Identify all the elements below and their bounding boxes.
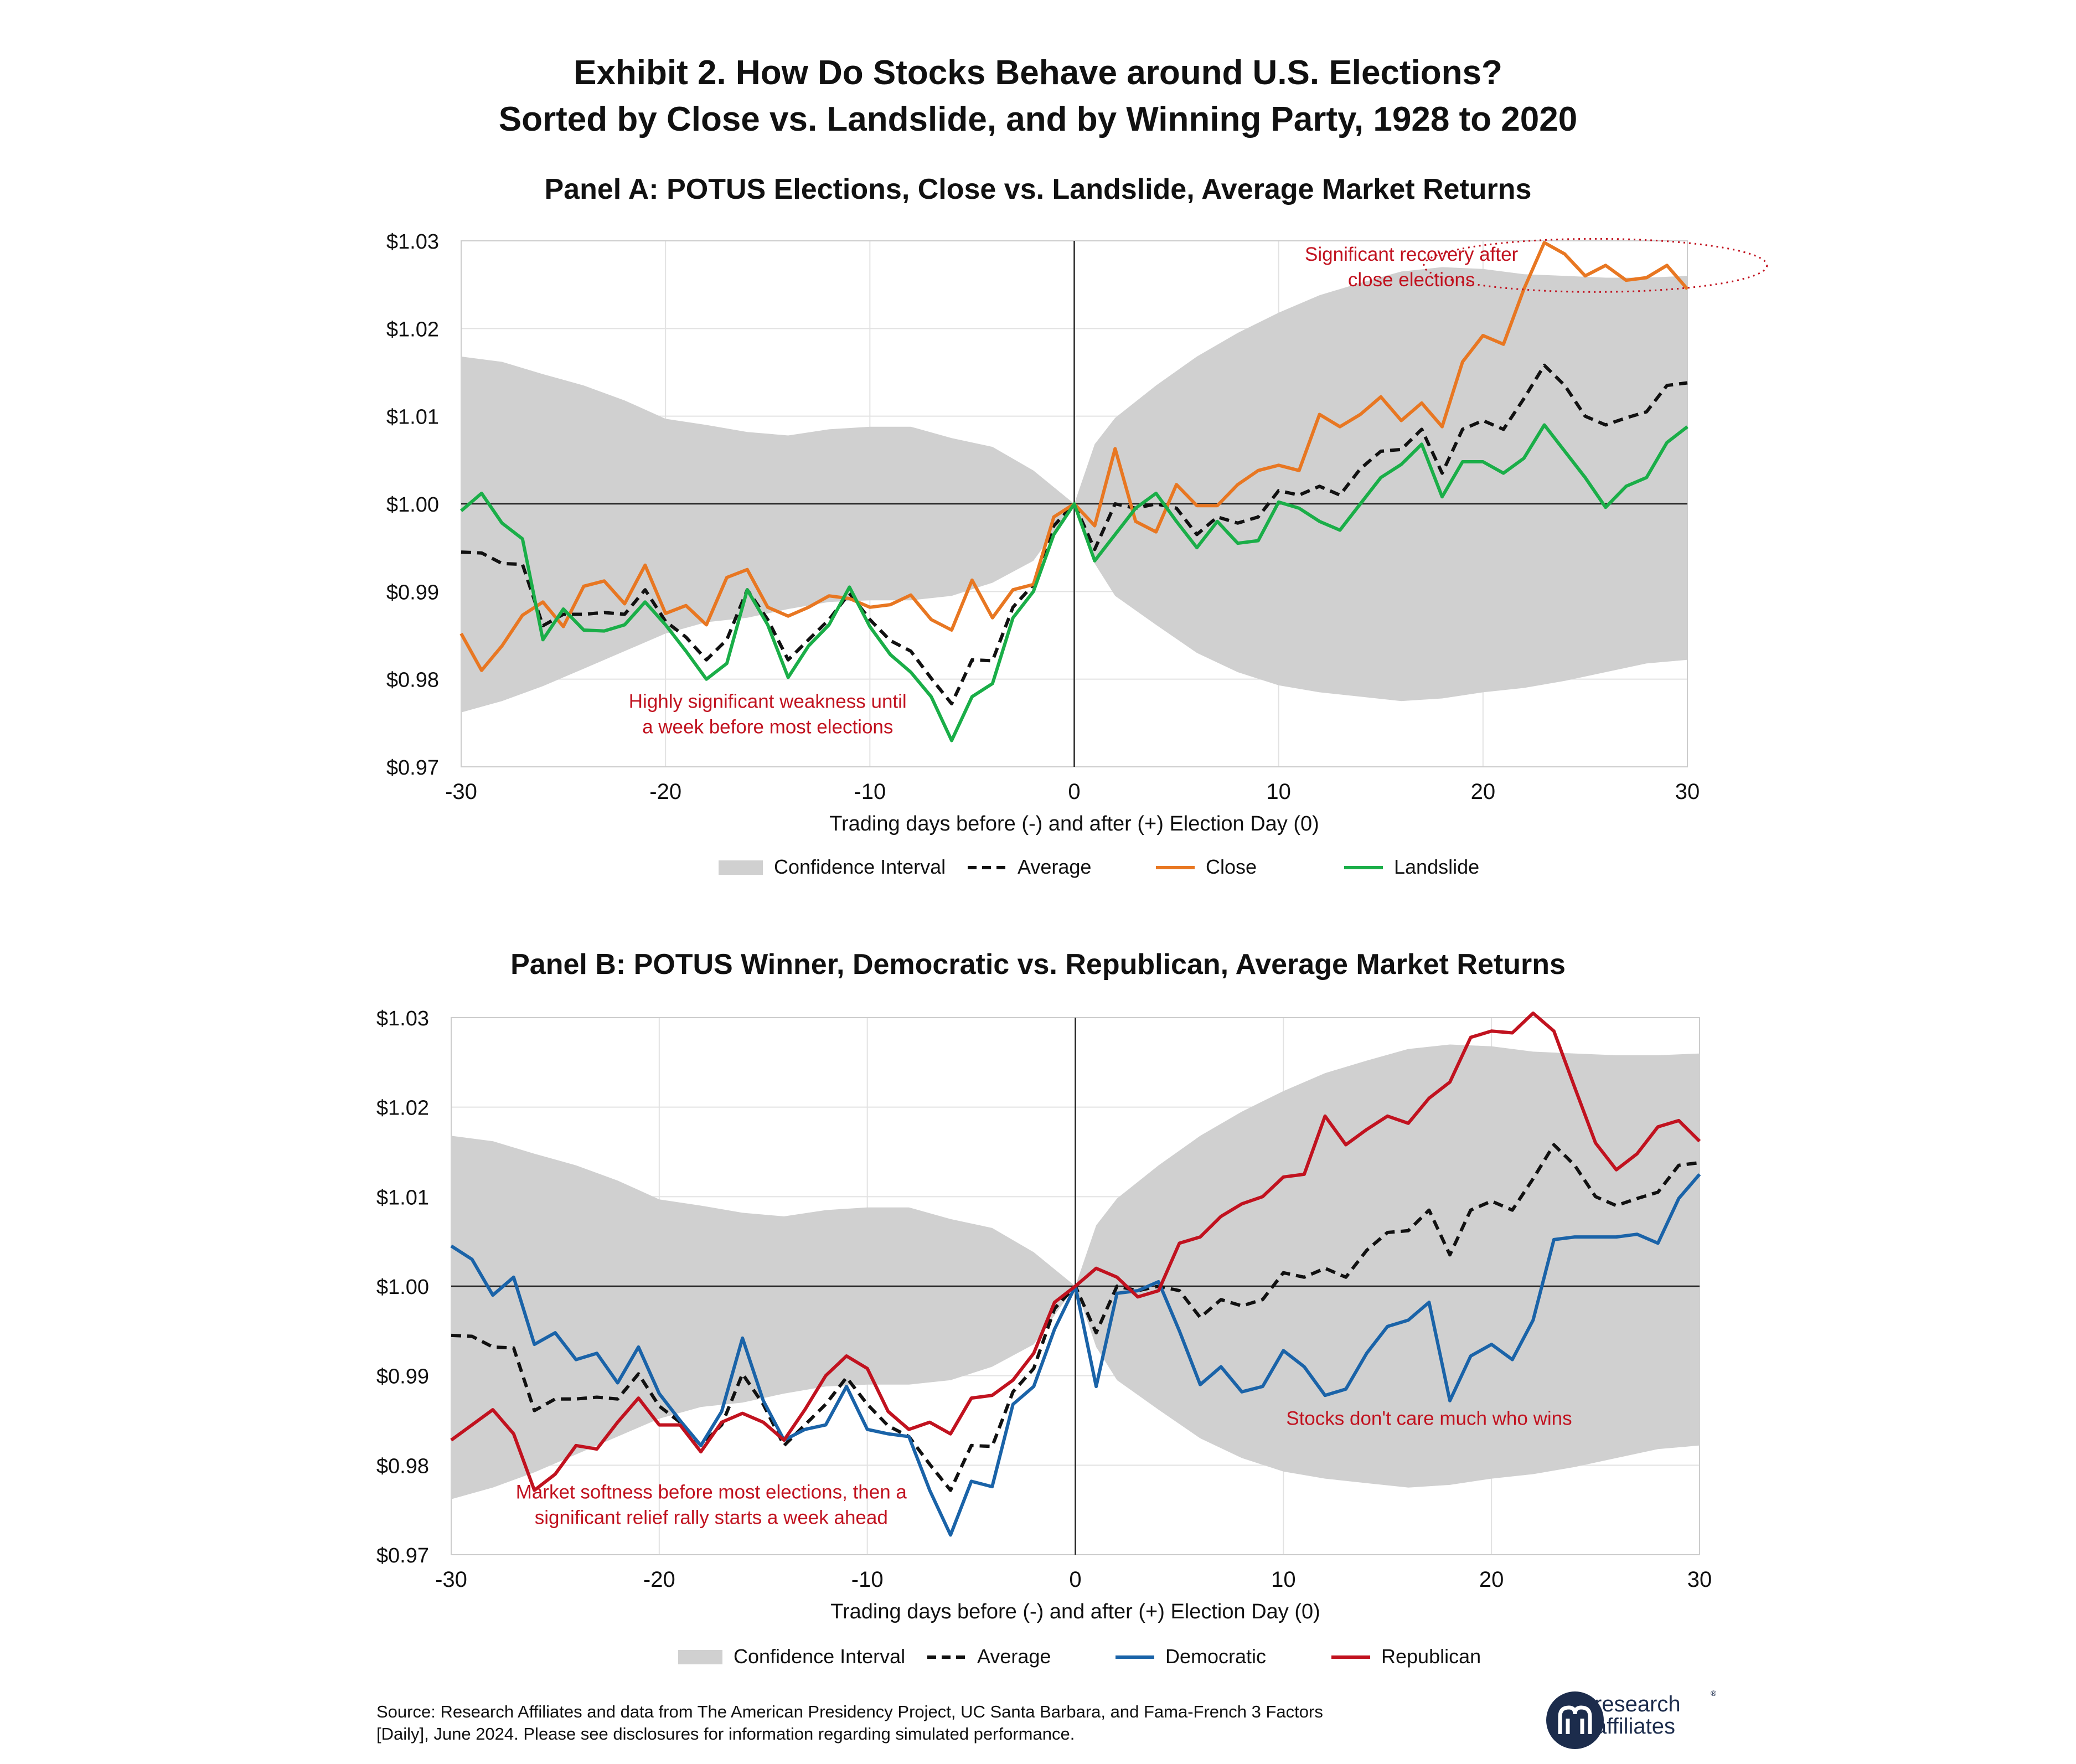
legend-label-confidence-interval: Confidence Interval <box>734 1645 905 1668</box>
x-tick-label: 20 <box>1471 780 1496 804</box>
y-tick-label: $1.00 <box>376 1276 429 1299</box>
series-line-republican <box>450 1011 1701 1492</box>
y-tick-label: $0.98 <box>376 1454 429 1478</box>
chart-title-line2: Sorted by Close vs. Landslide, and by Wi… <box>498 100 1578 138</box>
x-axis-label: Trading days before (-) and after (+) El… <box>829 812 1319 835</box>
x-tick-label: 0 <box>1069 1567 1081 1592</box>
y-tick-label: $0.98 <box>386 669 439 692</box>
x-tick-label: -20 <box>649 780 681 804</box>
y-tick-label: $0.99 <box>376 1365 429 1389</box>
annotation-text: significant relief rally starts a week a… <box>535 1507 888 1528</box>
x-axis-label: Trading days before (-) and after (+) El… <box>830 1600 1320 1623</box>
x-tick-label: 10 <box>1271 1567 1296 1592</box>
x-tick-label: -20 <box>643 1567 675 1592</box>
x-tick-label: 30 <box>1687 1567 1712 1592</box>
panel-b-title: Panel B: POTUS Winner, Democratic vs. Re… <box>510 948 1566 981</box>
annotation-text: close elections <box>1348 269 1475 291</box>
legend-label-close: Close <box>1206 855 1257 878</box>
x-tick-label: -30 <box>435 1567 467 1592</box>
y-tick-label: $1.01 <box>376 1186 429 1209</box>
chart-title-line1: Exhibit 2. How Do Stocks Behave around U… <box>574 54 1502 92</box>
annotation-text: a week before most elections <box>642 716 893 738</box>
legend-swatch-confidence-interval <box>719 860 763 875</box>
annotation-text: Significant recovery after <box>1305 244 1519 265</box>
y-tick-label: $1.01 <box>386 406 439 429</box>
panel-a-title: Panel A: POTUS Elections, Close vs. Land… <box>544 173 1532 205</box>
y-tick-label: $1.02 <box>386 318 439 341</box>
source-line-1: Source: Research Affiliates and data fro… <box>376 1702 1323 1721</box>
confidence-interval-band <box>461 267 1687 713</box>
legend: Confidence Interval Average Close Landslide <box>719 855 1479 878</box>
logo-wordmark: research affiliates <box>1594 1693 1681 1737</box>
y-tick-label: $1.02 <box>376 1097 429 1120</box>
logo-line-2: affiliates <box>1594 1714 1676 1739</box>
x-tick-label: 30 <box>1675 780 1700 804</box>
y-tick-label: $0.97 <box>376 1544 429 1567</box>
research-affiliates-logo <box>1546 1691 1604 1749</box>
source-line-2: [Daily], June 2024. Please see disclosur… <box>376 1724 1075 1744</box>
legend: Confidence Interval Average Democratic Repu… <box>678 1645 1481 1668</box>
x-tick-label: 20 <box>1479 1567 1504 1592</box>
annotation-text: Highly significant weakness until <box>629 691 907 713</box>
legend-label-democratic: Democratic <box>1165 1645 1266 1668</box>
y-tick-label: $0.99 <box>386 581 439 604</box>
legend-swatch-confidence-interval <box>678 1650 722 1664</box>
annotation-highlight-ellipse <box>1423 238 1768 293</box>
logo-line-1: research <box>1594 1692 1681 1716</box>
legend-label-average: Average <box>977 1645 1051 1668</box>
x-tick-label: 0 <box>1068 780 1080 804</box>
source-note: Source: Research Affiliates and data fro… <box>376 1701 1428 1745</box>
x-tick-label: -10 <box>851 1567 884 1592</box>
x-tick-label: 10 <box>1266 780 1291 804</box>
y-tick-label: $1.03 <box>386 230 439 254</box>
legend-label-republican: Republican <box>1381 1645 1481 1668</box>
y-tick-label: $0.97 <box>386 756 439 780</box>
legend-label-landslide: Landslide <box>1394 855 1479 878</box>
series-line-landslide <box>460 423 1688 742</box>
confidence-interval-band <box>451 1044 1700 1499</box>
panel-a-chart: -30 -20 -10 0 10 20 30 $0.97 $0.98 $0.99 $1.00 $1.0… <box>386 230 1768 878</box>
panel-b-chart: -30 -20 -10 0 10 20 30 $0.97 $0.98 $0.99 $1.00 $1.0… <box>376 1007 1712 1668</box>
y-tick-label: $1.00 <box>386 493 439 517</box>
legend-label-average: Average <box>1018 855 1091 878</box>
annotation-text: Market softness before most elections, t… <box>516 1481 907 1503</box>
legend-label-confidence-interval: Confidence Interval <box>774 855 946 878</box>
y-tick-label: $1.03 <box>376 1007 429 1030</box>
annotation-text: Stocks don't care much who wins <box>1286 1408 1572 1430</box>
logo-registered-mark: ® <box>1711 1689 1717 1698</box>
x-tick-label: -30 <box>445 780 477 804</box>
x-tick-label: -10 <box>854 780 886 804</box>
